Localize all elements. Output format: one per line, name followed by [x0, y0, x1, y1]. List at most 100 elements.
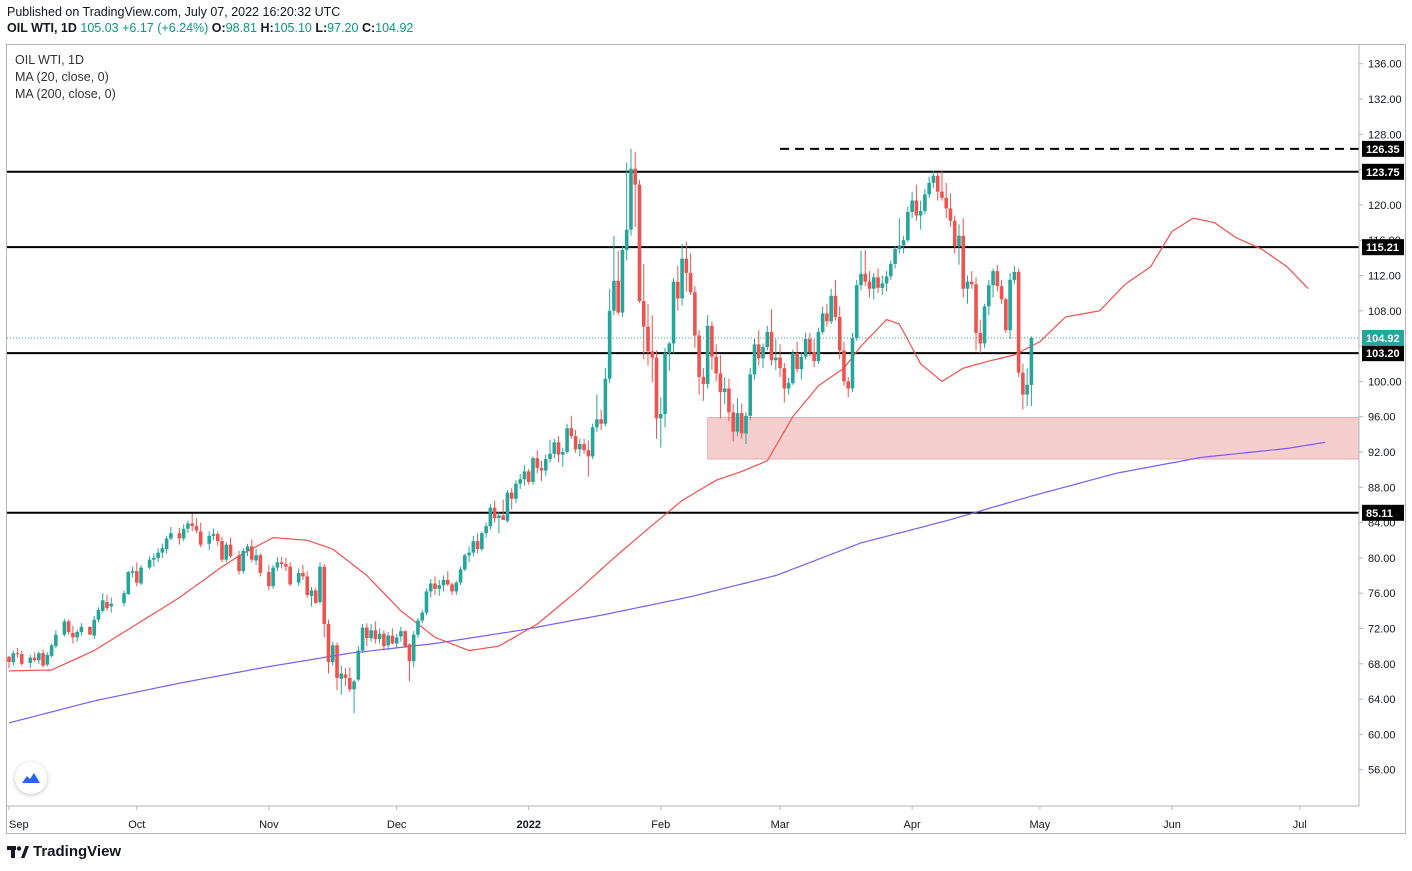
candle-body[interactable]	[931, 175, 936, 183]
candle-body[interactable]	[722, 388, 727, 392]
candle-body[interactable]	[569, 428, 574, 437]
ma200-line[interactable]	[8, 441, 1326, 724]
candle-body[interactable]	[756, 344, 761, 359]
candle-body[interactable]	[778, 357, 782, 369]
candle-body[interactable]	[45, 654, 50, 665]
candle-body[interactable]	[820, 313, 825, 332]
candle-body[interactable]	[160, 548, 165, 553]
candle-body[interactable]	[211, 534, 216, 536]
candle-body[interactable]	[1016, 271, 1021, 373]
candle-body[interactable]	[624, 229, 629, 250]
candle-body[interactable]	[731, 412, 735, 432]
candle-body[interactable]	[829, 295, 833, 322]
candle-body[interactable]	[237, 555, 241, 572]
candle-body[interactable]	[271, 567, 275, 587]
candle-body[interactable]	[437, 585, 442, 589]
candle-body[interactable]	[710, 325, 714, 357]
candle-body[interactable]	[578, 444, 582, 450]
candle-body[interactable]	[1029, 337, 1034, 385]
candle-body[interactable]	[301, 572, 305, 577]
candle-body[interactable]	[863, 273, 868, 282]
candle-body[interactable]	[339, 673, 344, 679]
candle-body[interactable]	[795, 353, 799, 370]
candle-body[interactable]	[765, 331, 770, 347]
candle-body[interactable]	[305, 576, 309, 595]
candle-body[interactable]	[382, 633, 386, 647]
candle-body[interactable]	[445, 579, 450, 585]
candle-body[interactable]	[582, 444, 586, 451]
candle-body[interactable]	[433, 583, 437, 589]
candle-body[interactable]	[910, 200, 914, 212]
candle-body[interactable]	[978, 332, 983, 344]
candle-body[interactable]	[531, 458, 535, 483]
candle-body[interactable]	[671, 281, 676, 344]
candle-body[interactable]	[471, 541, 476, 553]
candle-body[interactable]	[705, 325, 710, 385]
candle-body[interactable]	[663, 353, 667, 415]
candle-body[interactable]	[54, 634, 58, 647]
candle-body[interactable]	[497, 515, 501, 519]
candle-body[interactable]	[177, 533, 182, 539]
candle-body[interactable]	[791, 353, 795, 384]
candle-body[interactable]	[514, 483, 518, 499]
candle-body[interactable]	[416, 620, 420, 635]
candle-body[interactable]	[697, 335, 701, 377]
candle-body[interactable]	[348, 677, 352, 690]
candle-body[interactable]	[812, 352, 816, 362]
candle-body[interactable]	[859, 273, 863, 286]
candle-body[interactable]	[786, 383, 791, 389]
support-zone[interactable]	[707, 417, 1360, 460]
candle-body[interactable]	[565, 428, 569, 452]
candle-body[interactable]	[633, 168, 638, 185]
candle-body[interactable]	[825, 313, 829, 322]
legend-symbol[interactable]: OIL WTI, 1D	[15, 53, 84, 67]
candle-body[interactable]	[198, 531, 203, 545]
candle-body[interactable]	[19, 654, 24, 664]
candle-body[interactable]	[428, 583, 433, 592]
candle-body[interactable]	[897, 245, 902, 250]
candle-body[interactable]	[365, 627, 369, 639]
legend-ma20[interactable]: MA (20, close, 0)	[15, 70, 109, 84]
candle-body[interactable]	[492, 507, 497, 519]
candle-body[interactable]	[999, 286, 1004, 300]
candle-body[interactable]	[987, 285, 991, 307]
candle-body[interactable]	[424, 591, 429, 613]
candle-body[interactable]	[245, 546, 250, 551]
candle-body[interactable]	[667, 343, 672, 354]
candle-body[interactable]	[693, 292, 697, 336]
candle-body[interactable]	[505, 492, 510, 521]
legend-ma200[interactable]: MA (200, close, 0)	[15, 87, 116, 101]
candle-body[interactable]	[680, 258, 684, 299]
candle-body[interactable]	[701, 376, 706, 385]
candle-body[interactable]	[688, 272, 693, 293]
candle-body[interactable]	[748, 374, 753, 416]
candle-body[interactable]	[488, 507, 493, 527]
candle-body[interactable]	[914, 200, 919, 216]
candle-body[interactable]	[782, 368, 787, 389]
candle-body[interactable]	[957, 235, 961, 247]
candle-body[interactable]	[526, 471, 531, 483]
candle-body[interactable]	[573, 436, 578, 450]
candle-body[interactable]	[275, 562, 280, 568]
candle-body[interactable]	[518, 479, 522, 484]
candle-body[interactable]	[356, 650, 361, 680]
candle-body[interactable]	[258, 555, 263, 573]
candle-body[interactable]	[49, 645, 54, 656]
candle-body[interactable]	[7, 656, 11, 663]
candle-body[interactable]	[948, 208, 953, 221]
candle-body[interactable]	[676, 281, 680, 299]
candle-body[interactable]	[220, 541, 224, 560]
candle-body[interactable]	[744, 415, 748, 434]
candle-body[interactable]	[539, 467, 544, 471]
candle-body[interactable]	[411, 634, 416, 662]
candle-body[interactable]	[32, 657, 37, 661]
candle-body[interactable]	[982, 306, 987, 344]
candle-body[interactable]	[876, 277, 880, 288]
candle-body[interactable]	[1025, 384, 1029, 395]
candle-body[interactable]	[377, 633, 382, 640]
candle-body[interactable]	[420, 612, 425, 621]
candle-body[interactable]	[803, 339, 808, 357]
candle-body[interactable]	[901, 240, 906, 246]
candle-body[interactable]	[484, 526, 488, 534]
candle-body[interactable]	[761, 346, 765, 359]
